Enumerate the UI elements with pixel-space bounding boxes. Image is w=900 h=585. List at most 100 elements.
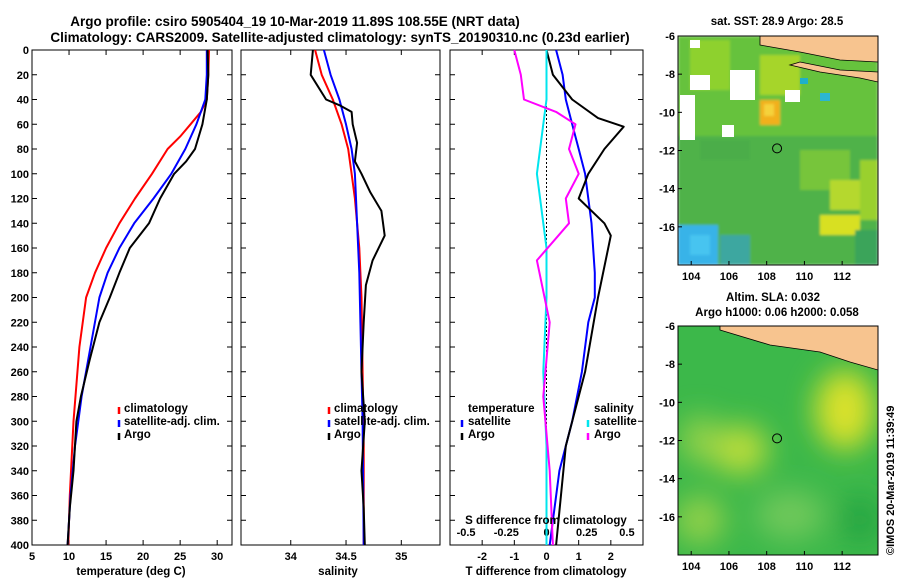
figure-title-line1: Argo profile: csiro 5905404_19 10-Mar-20… [70, 14, 519, 29]
map-x-tick-label: 108 [757, 271, 775, 283]
map-y-tick-label: -14 [659, 474, 676, 486]
sla-map-ticks: 104 106 108 110 112 -6 -8 -10 -12 -14 -16 [659, 321, 851, 573]
y-tick-label: 180 [11, 268, 29, 280]
imos-credit: ©IMOS 20-Mar-2019 11:39:49 [885, 406, 897, 555]
map-x-tick-label: 108 [757, 561, 775, 573]
y-tick-label: 60 [17, 119, 29, 131]
y-tick-label: 100 [11, 169, 29, 181]
y-tick-label: 320 [11, 441, 29, 453]
map-x-tick-label: 112 [833, 561, 851, 573]
x-tick-label: 2 [608, 551, 614, 563]
y-tick-label: 380 [11, 515, 29, 527]
salinity-x-label: salinity [318, 566, 358, 578]
map-x-tick-label: 112 [833, 271, 851, 283]
difference-legend: temperature satellite Argo salinity sate… [460, 403, 637, 441]
map-y-tick-label: -16 [659, 512, 675, 524]
x-tick-label: 1 [576, 551, 582, 563]
salinity-legend: climatology satellite-adj. clim. Argo [327, 403, 430, 441]
map-x-tick-label: 106 [720, 561, 738, 573]
x-tick-label: 10 [63, 551, 75, 563]
sst-argo-position-marker [772, 143, 783, 154]
legend-label-satellite: satellite-adj. clim. [334, 416, 430, 428]
temperature-x-label: temperature (deg C) [76, 566, 185, 578]
series-line-salinity-argo [513, 49, 580, 546]
sla-argo-position-marker [772, 433, 783, 444]
y-tick-label: 200 [11, 293, 29, 305]
map-x-tick-label: 106 [720, 271, 738, 283]
sla-map-title-line1: Altim. SLA: 0.032 [726, 292, 820, 304]
legend-label-argo: Argo [124, 429, 151, 441]
y-tick-label: 20 [17, 70, 29, 82]
axis-ticks: 5 10 15 20 25 3002040608010012014016018020022… [11, 45, 643, 563]
legend-label-t-satellite: satellite [468, 416, 511, 428]
x-tick-label: 30 [211, 551, 223, 563]
sla-map-title-line2: Argo h1000: 0.06 h2000: 0.058 [695, 307, 859, 319]
y-tick-label: 120 [11, 194, 29, 206]
legend-label-argo: Argo [334, 429, 361, 441]
map-x-tick-label: 104 [682, 561, 701, 573]
sst-map-ticks: 104 106 108 110 112 -6 -8 -10 -12 -14 -16 [659, 31, 851, 283]
profile-curves [66, 49, 625, 546]
top-x-tick-label: -0.5 [457, 527, 476, 539]
legend-title-salinity: salinity [594, 403, 634, 415]
y-tick-label: 80 [17, 144, 29, 156]
y-tick-label: 360 [11, 491, 29, 503]
legend-label-climatology: climatology [124, 403, 189, 415]
series-line-argo [309, 49, 386, 546]
y-tick-label: 220 [11, 317, 29, 329]
series-line-temperature-satellite [548, 49, 596, 546]
map-y-tick-label: -16 [659, 222, 675, 234]
x-tick-label: 34.5 [335, 551, 356, 563]
map-y-tick-label: -10 [659, 107, 675, 119]
sst-map-title: sat. SST: 28.9 Argo: 28.5 [711, 16, 844, 28]
sla-map [678, 326, 878, 555]
legend-label-s-argo: Argo [594, 429, 621, 441]
legend-label-s-satellite: satellite [594, 416, 637, 428]
top-x-tick-label: 0.25 [576, 527, 597, 539]
map-y-tick-label: -14 [659, 184, 676, 196]
difference-top-axis-label: S difference from climatology [465, 515, 627, 527]
y-tick-label: 140 [11, 218, 29, 230]
x-tick-label: 0 [543, 551, 549, 563]
map-y-tick-label: -12 [659, 436, 675, 448]
temperature-legend: climatology satellite-adj. clim. Argo [117, 403, 220, 441]
map-y-tick-label: -6 [665, 31, 675, 43]
x-tick-label: 15 [100, 551, 112, 563]
legend-title-temperature: temperature [468, 403, 534, 415]
x-tick-label: 20 [137, 551, 149, 563]
difference-x-label: T difference from climatology [465, 566, 627, 578]
series-line-climatology [67, 49, 210, 546]
map-x-tick-label: 110 [796, 271, 814, 283]
y-tick-label: 240 [11, 342, 29, 354]
x-tick-label: 25 [174, 551, 186, 563]
x-tick-label: 34 [285, 551, 298, 563]
y-tick-label: 280 [11, 392, 29, 404]
map-y-tick-label: -8 [665, 69, 675, 81]
series-line-temperature-argo [545, 49, 625, 546]
y-tick-label: 260 [11, 367, 29, 379]
series-line-satellite-adj-clim- [66, 50, 208, 546]
salinity-panel-frame [240, 49, 441, 546]
y-tick-label: 40 [17, 95, 29, 107]
map-y-tick-label: -12 [659, 146, 675, 158]
x-tick-label: 35 [395, 551, 407, 563]
top-x-tick-label: 0.5 [619, 527, 634, 539]
legend-label-satellite: satellite-adj. clim. [124, 416, 220, 428]
x-tick-label: -1 [509, 551, 519, 563]
map-x-tick-label: 104 [682, 271, 701, 283]
y-tick-label: 0 [23, 45, 29, 57]
y-tick-label: 160 [11, 243, 29, 255]
y-tick-label: 300 [11, 416, 29, 428]
map-y-tick-label: -10 [659, 397, 675, 409]
series-line-argo [66, 49, 210, 546]
map-y-tick-label: -6 [665, 321, 675, 333]
top-x-tick-label: -0.25 [494, 527, 519, 539]
map-y-tick-label: -8 [665, 359, 675, 371]
y-tick-label: 340 [11, 466, 29, 478]
figure-title-line2: Climatology: CARS2009. Satellite-adjuste… [50, 30, 629, 45]
x-tick-label: 5 [29, 551, 35, 563]
legend-label-t-argo: Argo [468, 429, 495, 441]
map-x-tick-label: 110 [796, 561, 814, 573]
